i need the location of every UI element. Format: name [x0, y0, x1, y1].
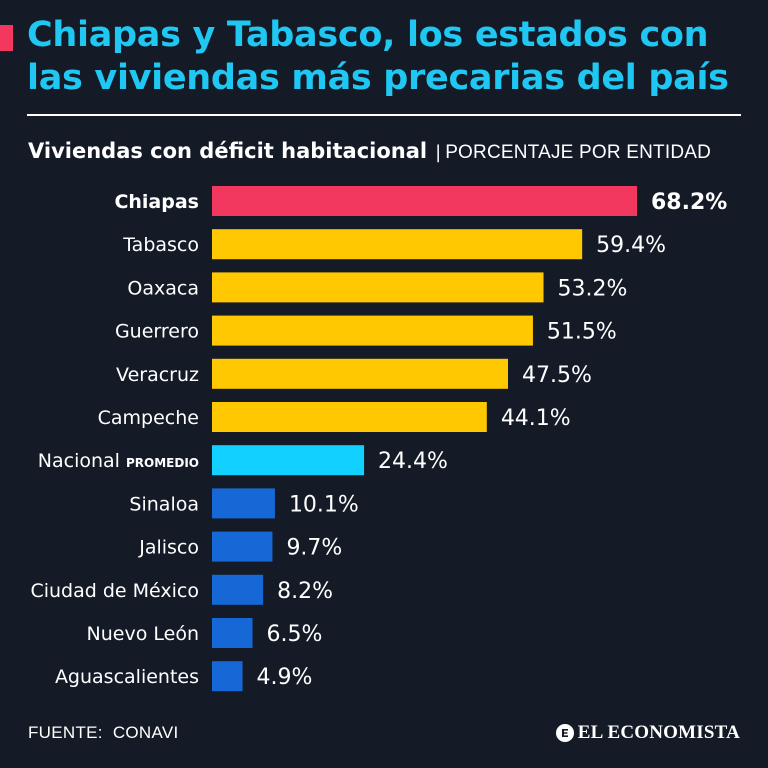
- category-label-1: Tabasco: [122, 234, 199, 256]
- category-label-7: Sinaloa: [129, 493, 199, 515]
- el-economista-logo-icon: [555, 724, 574, 742]
- bar-8: [212, 531, 273, 562]
- value-label-2: 53.2%: [558, 276, 628, 301]
- bar-chart: Chiapas 68.2% Tabasco 59.4% Oaxaca 53.2% Guerr…: [30, 186, 727, 692]
- category-label-10: Nuevo León: [87, 623, 199, 645]
- category-label-4: Veracruz: [116, 364, 199, 386]
- category-label-3: Guerrero: [115, 321, 199, 343]
- chart-units: PORCENTAJE POR ENTIDAD: [445, 142, 712, 163]
- bar-9: [212, 574, 264, 605]
- bar-10: [212, 618, 253, 648]
- value-label-3: 51.5%: [547, 320, 617, 345]
- brand: EL ECONOMISTA: [555, 722, 740, 744]
- bar-5: [212, 402, 487, 432]
- brand-name: EL ECONOMISTA: [577, 722, 740, 743]
- bar-11: [212, 661, 243, 692]
- bar-7: [212, 488, 275, 519]
- value-label-8: 9.7%: [286, 536, 342, 561]
- category-label-5: Campeche: [98, 407, 199, 429]
- bar-6: [212, 445, 365, 476]
- source-name: CONAVI: [112, 723, 179, 742]
- source-label: FUENTE:: [28, 723, 103, 742]
- accent-mark: [0, 25, 13, 51]
- value-label-9: 8.2%: [277, 579, 333, 604]
- value-label-0: 68.2%: [651, 190, 727, 215]
- category-label-11: Aguascalientes: [55, 666, 199, 688]
- bar-2: [212, 272, 544, 303]
- value-label-5: 44.1%: [501, 406, 571, 431]
- category-label-6: Nacional PROMEDIO: [38, 450, 199, 472]
- bar-4: [212, 358, 509, 389]
- value-label-11: 4.9%: [257, 665, 313, 690]
- value-label-7: 10.1%: [289, 492, 359, 517]
- subtitle-separator: |: [435, 142, 442, 163]
- headline: Chiapas y Tabasco, los estados con las v…: [27, 15, 729, 98]
- value-label-4: 47.5%: [522, 363, 592, 388]
- bar-0: [212, 186, 637, 216]
- headline-divider: [27, 114, 741, 116]
- chart-title: Viviendas con déficit habitacional: [28, 139, 428, 163]
- value-label-10: 6.5%: [267, 622, 323, 647]
- bar-3: [212, 315, 533, 346]
- category-label-2: Oaxaca: [127, 277, 199, 299]
- source-note: FUENTE: CONAVI: [28, 723, 179, 743]
- category-label-8: Jalisco: [138, 537, 199, 559]
- category-note-6: PROMEDIO: [126, 456, 199, 470]
- category-label-9: Ciudad de México: [30, 580, 199, 602]
- chart-subtitle: Viviendas con déficit habitacional | PORCE…: [28, 137, 711, 167]
- category-label-0: Chiapas: [114, 191, 199, 213]
- bar-1: [212, 229, 583, 260]
- value-label-6: 24.4%: [378, 449, 448, 474]
- value-label-1: 59.4%: [596, 233, 666, 258]
